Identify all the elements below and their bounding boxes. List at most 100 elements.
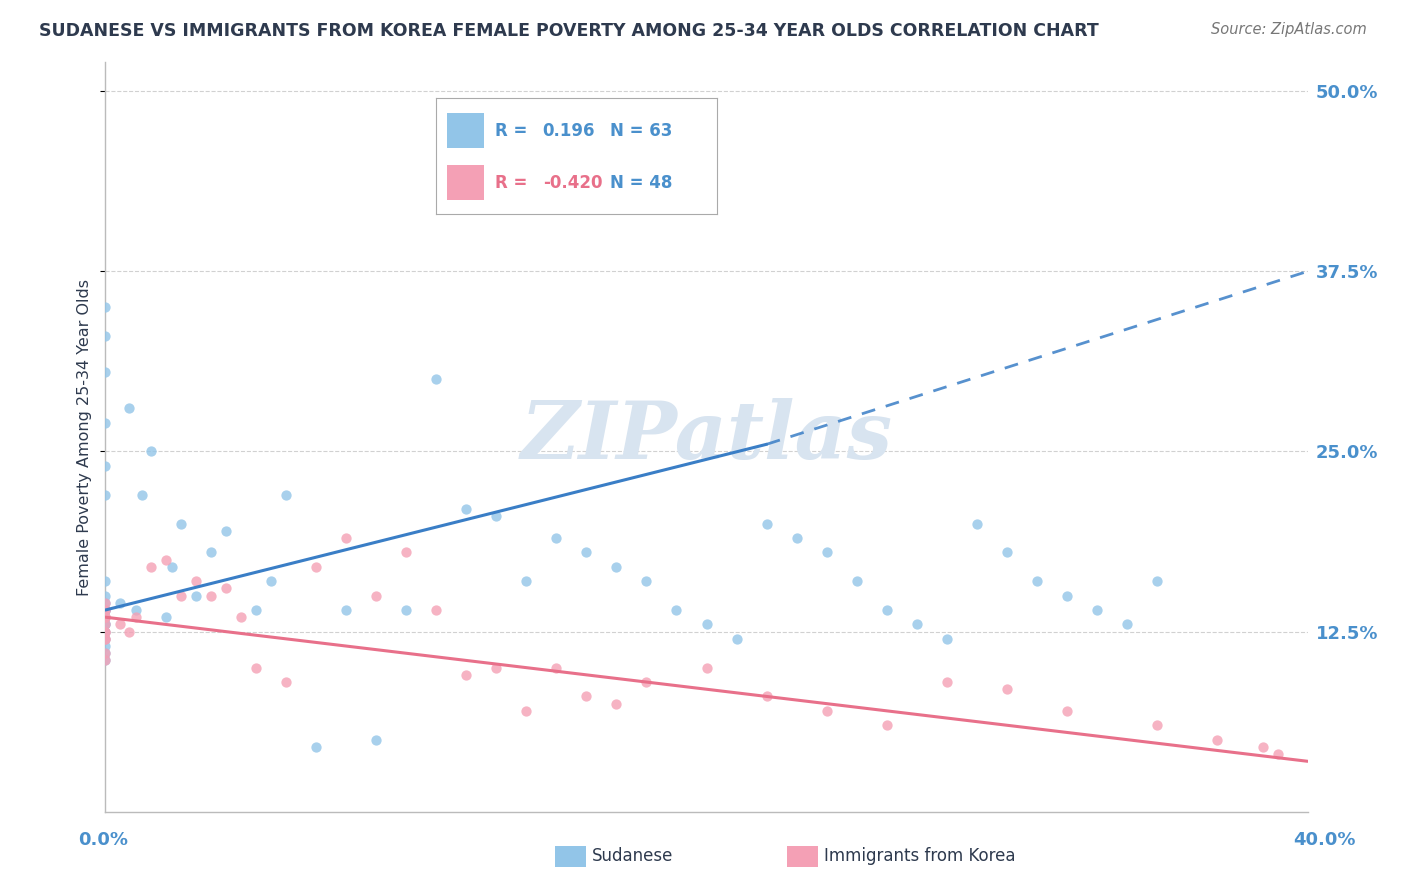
Point [155,552,177,566]
Point [94,617,117,632]
Point [905,617,928,632]
Point [155,610,177,624]
Point [696,617,718,632]
Point [665,603,688,617]
Point [485,660,508,674]
Point [485,509,508,524]
Text: R =: R = [495,174,527,192]
Point [995,545,1018,559]
Point [214,582,236,596]
Point [1116,617,1139,632]
Point [94,329,117,343]
Point [335,603,357,617]
Point [725,632,748,646]
Point [160,559,183,574]
Point [94,610,117,624]
Point [755,690,778,704]
Point [1146,574,1168,589]
Point [605,559,627,574]
Point [515,704,537,718]
Point [200,545,222,559]
Point [245,603,267,617]
Point [139,559,162,574]
Point [1026,574,1049,589]
Point [94,603,117,617]
Point [184,589,207,603]
Point [214,524,236,538]
Point [515,574,537,589]
Point [456,668,478,682]
Point [94,365,117,379]
Point [605,697,627,711]
Point [425,603,447,617]
Point [395,545,418,559]
Point [94,416,117,430]
Point [456,502,478,516]
Point [124,610,146,624]
Point [815,704,838,718]
Point [94,574,117,589]
Point [425,372,447,386]
Point [94,488,117,502]
Point [94,603,117,617]
Point [94,610,117,624]
Point [139,444,162,458]
Point [1267,747,1289,761]
Point [335,531,357,545]
Point [118,624,141,639]
Text: 0.0%: 0.0% [77,831,128,849]
Y-axis label: Female Poverty Among 25-34 Year Olds: Female Poverty Among 25-34 Year Olds [77,278,93,596]
Point [94,632,117,646]
Point [575,690,598,704]
Point [169,516,191,531]
Point [636,574,658,589]
Text: Immigrants from Korea: Immigrants from Korea [824,847,1015,865]
Point [995,682,1018,697]
Point [966,516,988,531]
Point [260,574,283,589]
Point [94,610,117,624]
Point [1146,718,1168,732]
Point [94,603,117,617]
Point [245,660,267,674]
Bar [447,113,484,148]
Point [131,488,153,502]
Point [94,603,117,617]
Point [94,589,117,603]
Point [364,732,387,747]
Point [94,617,117,632]
Text: -0.420: -0.420 [543,174,602,192]
Point [94,632,117,646]
Point [575,545,598,559]
Text: ZIPatlas: ZIPatlas [520,399,893,475]
Point [94,653,117,667]
Point [395,603,418,617]
Point [229,610,252,624]
Point [786,531,808,545]
Point [94,624,117,639]
Text: SUDANESE VS IMMIGRANTS FROM KOREA FEMALE POVERTY AMONG 25-34 YEAR OLDS CORRELATI: SUDANESE VS IMMIGRANTS FROM KOREA FEMALE… [39,22,1099,40]
Point [1056,589,1078,603]
Bar [447,165,484,200]
Point [94,596,117,610]
Point [94,301,117,315]
Text: 40.0%: 40.0% [1294,831,1355,849]
Point [110,617,132,632]
Text: N = 63: N = 63 [610,121,672,139]
Text: 0.196: 0.196 [543,121,595,139]
Text: N = 48: N = 48 [610,174,672,192]
Point [755,516,778,531]
Point [936,675,959,690]
Point [1251,739,1274,754]
Point [1056,704,1078,718]
Point [305,739,328,754]
Point [94,646,117,660]
Point [110,596,132,610]
Point [94,617,117,632]
Point [94,639,117,653]
Point [546,660,568,674]
Point [1206,732,1229,747]
Point [1085,603,1108,617]
Point [94,610,117,624]
Point [274,675,297,690]
